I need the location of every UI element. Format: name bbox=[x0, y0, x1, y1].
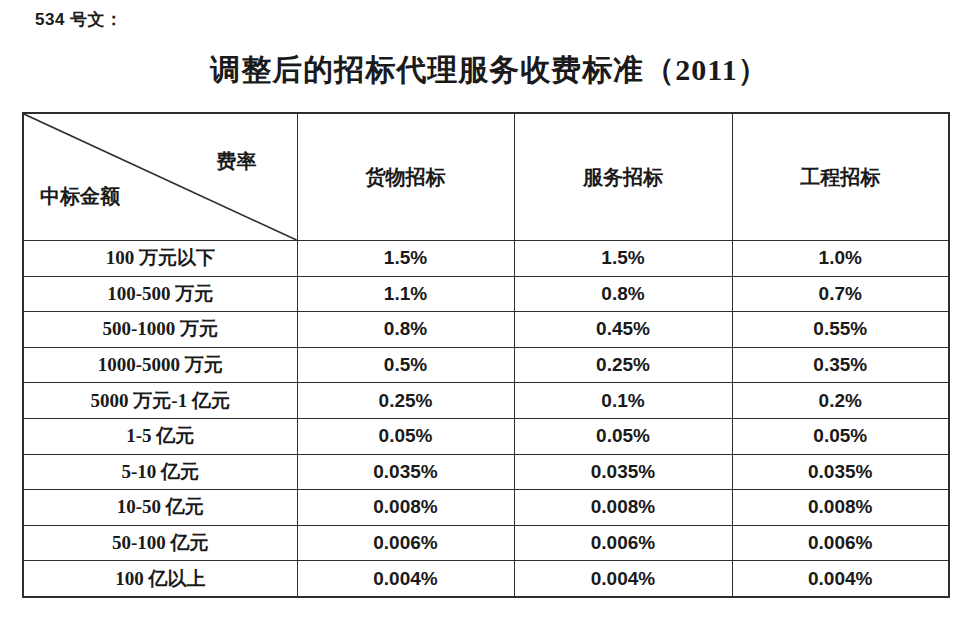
doc-number-label: 534 号文： bbox=[35, 8, 123, 31]
rate-cell: 0.5% bbox=[297, 347, 514, 383]
corner-label-bid-amount: 中标金额 bbox=[40, 183, 120, 210]
rate-cell: 0.35% bbox=[732, 347, 949, 383]
table-row: 1000-5000 万元 0.5% 0.25% 0.35% bbox=[23, 347, 949, 383]
row-label-cell: 50-100 亿元 bbox=[23, 525, 297, 561]
row-label-cell: 5-10 亿元 bbox=[23, 454, 297, 490]
row-label-cell: 1000-5000 万元 bbox=[23, 347, 297, 383]
row-label-cell: 100 万元以下 bbox=[23, 241, 297, 277]
table-row: 10-50 亿元 0.008% 0.008% 0.008% bbox=[23, 490, 949, 526]
table-row: 100 亿以上 0.004% 0.004% 0.004% bbox=[23, 561, 949, 597]
table-row: 500-1000 万元 0.8% 0.45% 0.55% bbox=[23, 312, 949, 348]
rate-cell: 0.25% bbox=[514, 347, 732, 383]
table-row: 100 万元以下 1.5% 1.5% 1.0% bbox=[23, 241, 949, 277]
rate-cell: 0.05% bbox=[297, 418, 514, 454]
rate-cell: 0.035% bbox=[297, 454, 514, 490]
rate-cell: 0.035% bbox=[514, 454, 732, 490]
rate-cell: 0.004% bbox=[514, 561, 732, 597]
rate-cell: 0.8% bbox=[514, 276, 732, 312]
table-row: 5000 万元-1 亿元 0.25% 0.1% 0.2% bbox=[23, 383, 949, 419]
row-label-cell: 500-1000 万元 bbox=[23, 312, 297, 348]
row-label-cell: 1-5 亿元 bbox=[23, 418, 297, 454]
rate-cell: 0.1% bbox=[514, 383, 732, 419]
table-row: 100-500 万元 1.1% 0.8% 0.7% bbox=[23, 276, 949, 312]
corner-label-rate: 费率 bbox=[217, 148, 257, 175]
rate-cell: 0.008% bbox=[732, 490, 949, 526]
table-row: 50-100 亿元 0.006% 0.006% 0.006% bbox=[23, 525, 949, 561]
column-header-goods: 货物招标 bbox=[297, 113, 514, 241]
row-label-cell: 5000 万元-1 亿元 bbox=[23, 383, 297, 419]
rate-cell: 0.035% bbox=[732, 454, 949, 490]
rate-cell: 1.1% bbox=[297, 276, 514, 312]
rate-cell: 0.55% bbox=[732, 312, 949, 348]
diagonal-divider-line bbox=[24, 114, 297, 240]
header-row: 费率 中标金额 货物招标 服务招标 工程招标 bbox=[23, 113, 949, 241]
rate-cell: 0.2% bbox=[732, 383, 949, 419]
row-label-cell: 100-500 万元 bbox=[23, 276, 297, 312]
table-row: 5-10 亿元 0.035% 0.035% 0.035% bbox=[23, 454, 949, 490]
rate-cell: 1.0% bbox=[732, 241, 949, 277]
rate-cell: 0.006% bbox=[514, 525, 732, 561]
rate-cell: 0.008% bbox=[297, 490, 514, 526]
table-row: 1-5 亿元 0.05% 0.05% 0.05% bbox=[23, 418, 949, 454]
rate-cell: 0.006% bbox=[732, 525, 949, 561]
rate-cell: 0.8% bbox=[297, 312, 514, 348]
rate-cell: 1.5% bbox=[297, 241, 514, 277]
row-label-cell: 10-50 亿元 bbox=[23, 490, 297, 526]
corner-header-cell: 费率 中标金额 bbox=[23, 113, 297, 241]
row-label-cell: 100 亿以上 bbox=[23, 561, 297, 597]
fee-rate-table: 费率 中标金额 货物招标 服务招标 工程招标 100 万元以下 1.5% 1.5… bbox=[22, 112, 950, 598]
rate-cell: 0.25% bbox=[297, 383, 514, 419]
rate-cell: 1.5% bbox=[514, 241, 732, 277]
rate-cell: 0.008% bbox=[514, 490, 732, 526]
rate-cell: 0.45% bbox=[514, 312, 732, 348]
rate-cell: 0.05% bbox=[732, 418, 949, 454]
rate-cell: 0.004% bbox=[732, 561, 949, 597]
column-header-services: 服务招标 bbox=[514, 113, 732, 241]
rate-cell: 0.05% bbox=[514, 418, 732, 454]
column-header-engineering: 工程招标 bbox=[732, 113, 949, 241]
rate-cell: 0.7% bbox=[732, 276, 949, 312]
rate-cell: 0.004% bbox=[297, 561, 514, 597]
rate-cell: 0.006% bbox=[297, 525, 514, 561]
page-title: 调整后的招标代理服务收费标准（2011） bbox=[0, 50, 979, 91]
